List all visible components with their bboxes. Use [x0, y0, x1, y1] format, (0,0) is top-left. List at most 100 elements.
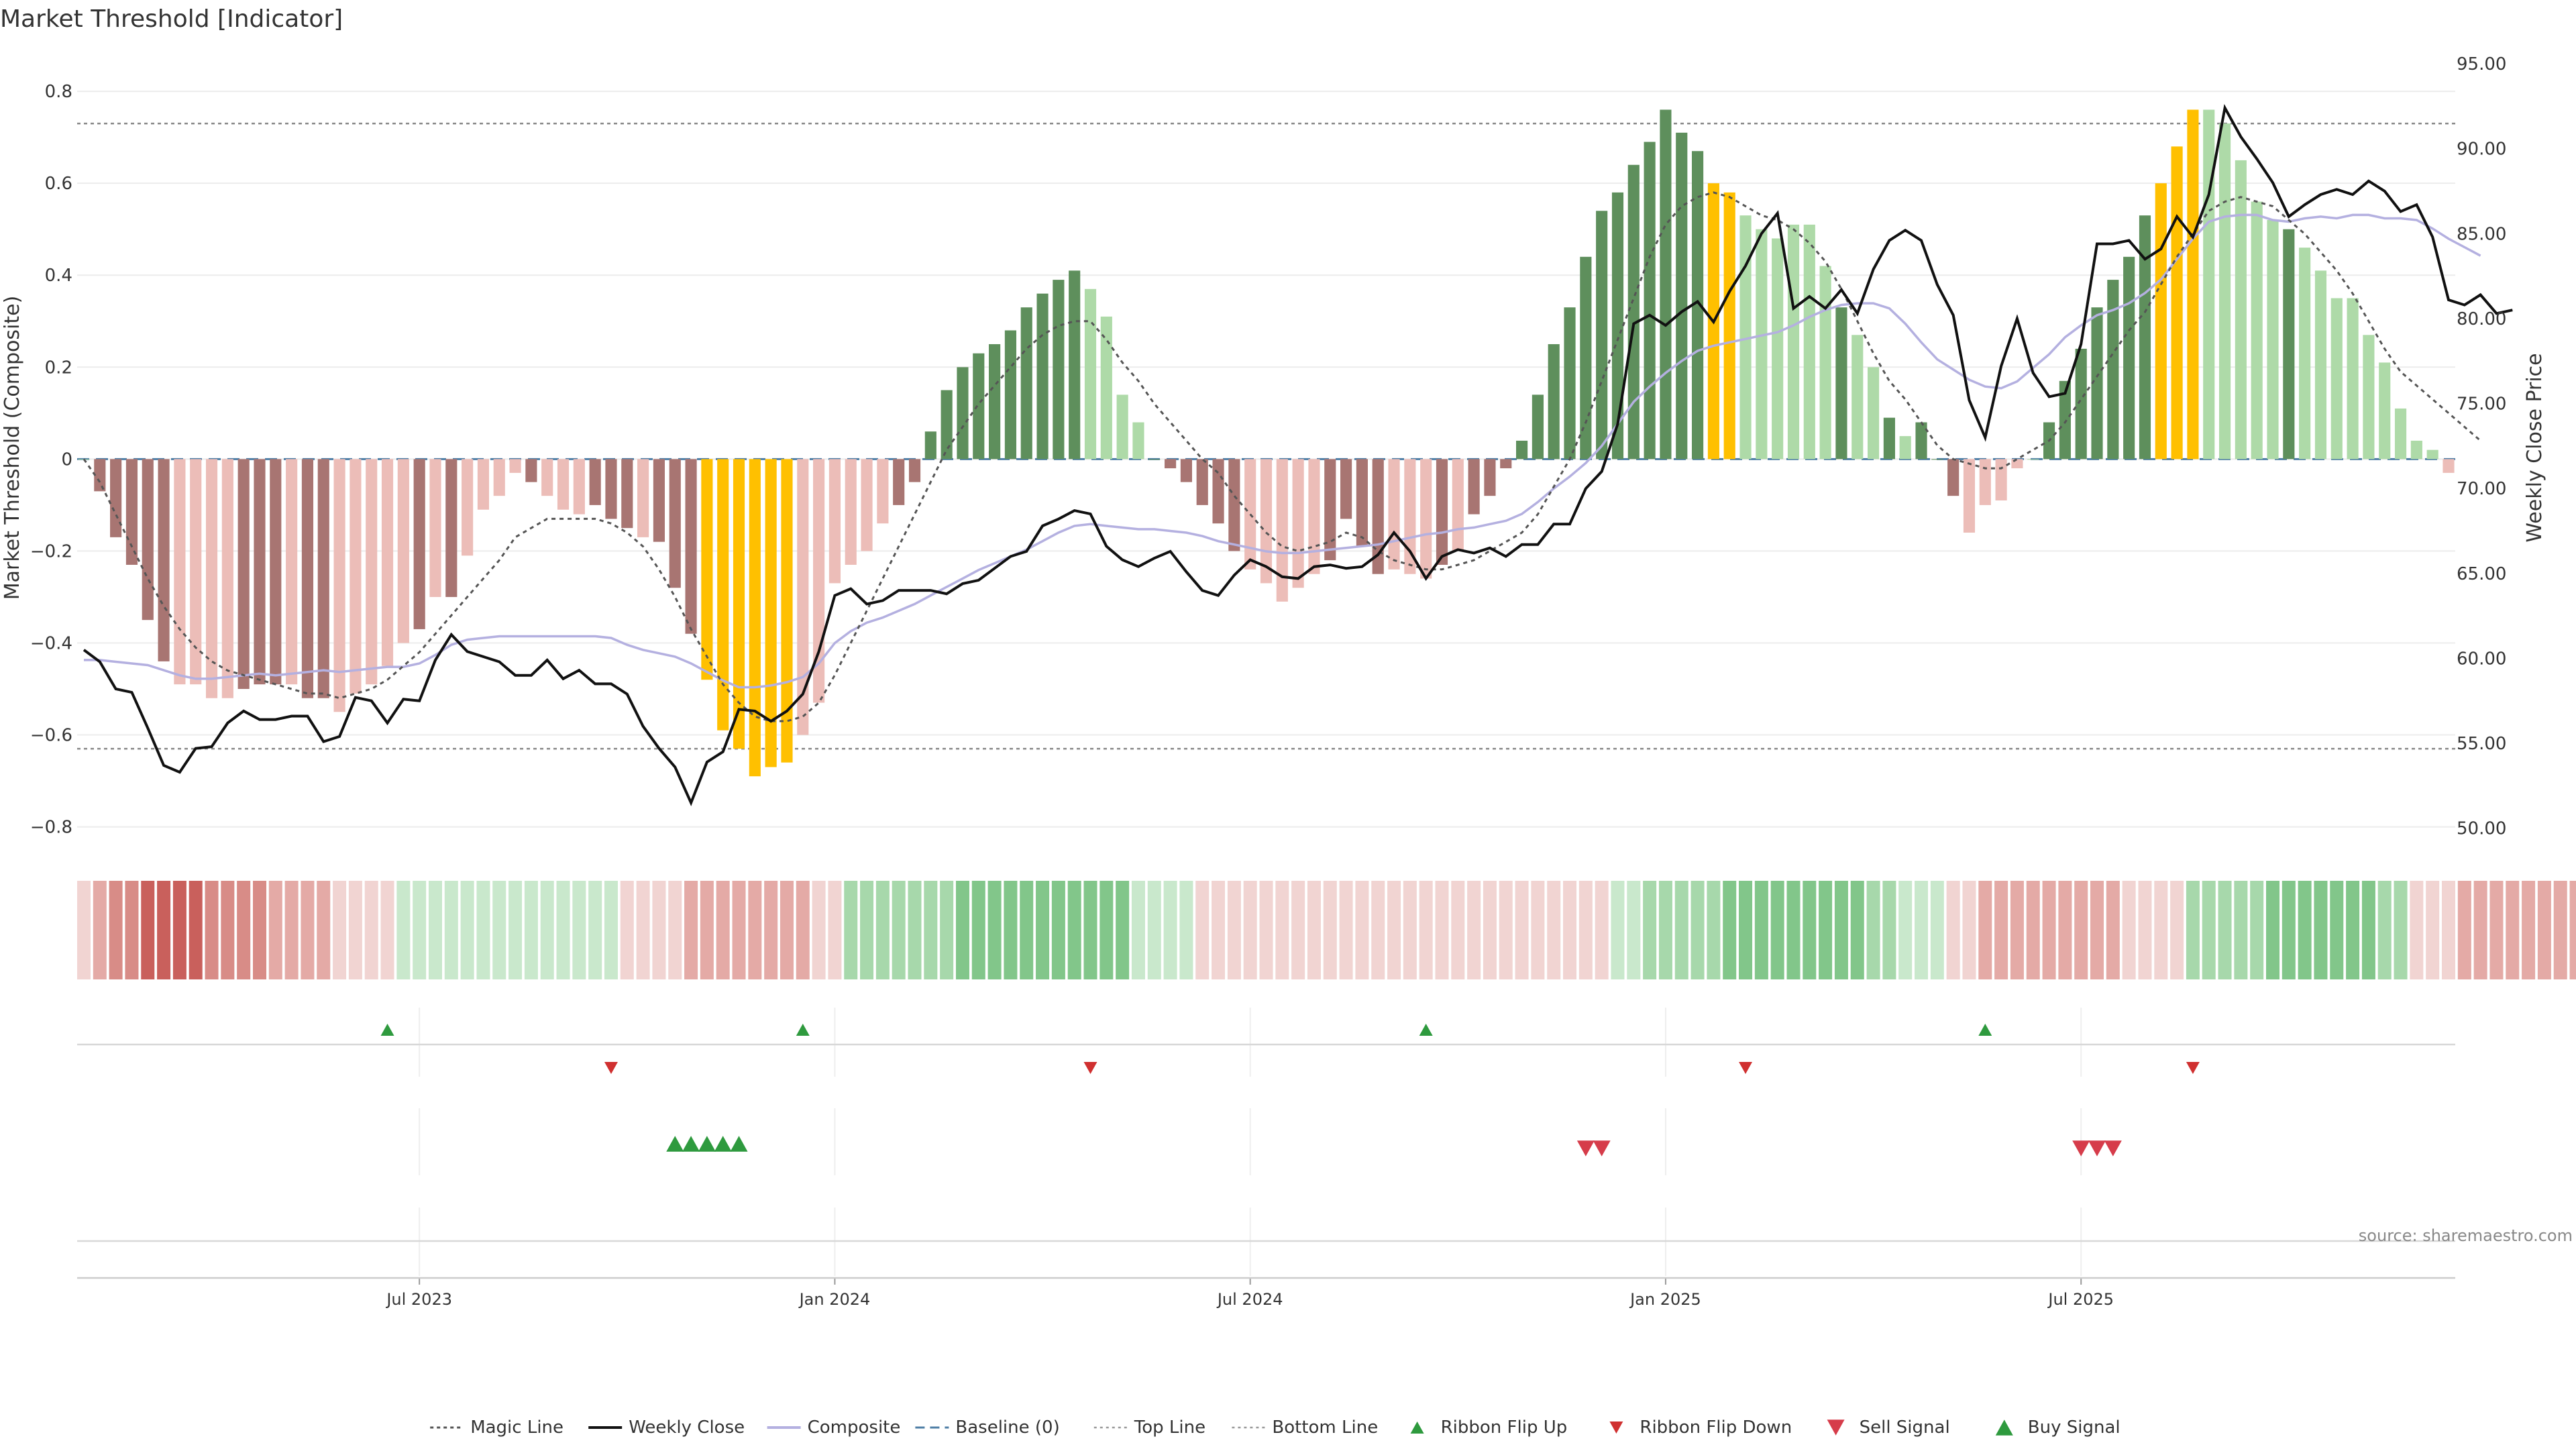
ribbon-flip-up-marker: [380, 1024, 394, 1036]
ribbon-cell: [572, 881, 586, 979]
composite-bar: [158, 459, 170, 661]
ribbon-flip-down-marker: [1083, 1062, 1097, 1074]
composite-bar: [381, 459, 394, 666]
legend-item: Bottom Line: [1232, 1417, 1378, 1438]
right-tick-label: 95.00: [2457, 54, 2506, 74]
composite-bar: [413, 459, 425, 629]
composite-bar: [1899, 436, 1911, 460]
sell-signal-marker: [1593, 1140, 1611, 1157]
sell-signal-marker: [2072, 1140, 2090, 1157]
ribbon-cell: [844, 881, 858, 979]
composite-bar: [1580, 256, 1592, 460]
ribbon-cell: [940, 881, 954, 979]
composite-bar: [2187, 109, 2199, 460]
composite-bar: [1660, 109, 1672, 460]
composite-bar: [1787, 224, 1800, 460]
ribbon-cell: [668, 881, 682, 979]
ribbon-cell: [700, 881, 714, 979]
ribbon-flip-down-marker: [1739, 1062, 1753, 1074]
ribbon-cell: [2202, 881, 2216, 979]
ribbon-cell: [2122, 881, 2136, 979]
ribbon-cell: [1578, 881, 1593, 979]
ribbon-cell: [141, 881, 155, 979]
weekly-close-line: [83, 103, 2513, 806]
ribbon-cell: [2314, 881, 2328, 979]
buy-signal-marker: [714, 1136, 732, 1152]
left-axis-label: Market Threshold (Composite): [1, 296, 24, 600]
x-tick-label: Jul 2025: [2047, 1290, 2114, 1309]
buy-signal-marker: [730, 1136, 748, 1152]
composite-bar: [1500, 459, 1512, 469]
ribbon-cell: [1850, 881, 1864, 979]
composite-bar: [190, 459, 202, 685]
x-tick-label: Jul 2023: [385, 1290, 452, 1309]
sell-signal-marker: [1576, 1140, 1595, 1157]
ribbon-cell: [1866, 881, 1880, 979]
composite-bar: [1020, 307, 1032, 460]
composite-bar: [637, 459, 649, 537]
ribbon-cell: [2361, 881, 2375, 979]
ribbon-cell: [1882, 881, 1896, 979]
legend-item: Weekly Close: [588, 1417, 745, 1438]
composite-bar: [525, 459, 537, 482]
ribbon-cell: [1595, 881, 1609, 979]
right-tick-label: 50.00: [2457, 819, 2506, 839]
ribbon-cell: [2170, 881, 2184, 979]
ribbon-cell: [1834, 881, 1848, 979]
composite-bar: [1084, 288, 1097, 460]
ribbon-cell: [2473, 881, 2487, 979]
axes: 0.8 0.6 0.4 0.2 0 −0.2 −0.4 −0.6 −0.8 95.00 90.00 8…: [1, 54, 2546, 1309]
left-tick-label: −0.2: [30, 541, 72, 561]
composite-bar: [653, 459, 665, 542]
ribbon-cell: [1227, 881, 1241, 979]
ribbon-cell: [1547, 881, 1561, 979]
composite-bar: [286, 459, 298, 685]
ribbon-cell: [1819, 881, 1833, 979]
ribbon-cell: [1163, 881, 1177, 979]
ribbon-cell: [1674, 881, 1688, 979]
composite-bar: [2251, 201, 2263, 460]
composite-bar: [2123, 256, 2135, 460]
composite-bar: [1036, 293, 1049, 460]
left-tick-label: −0.8: [30, 818, 72, 838]
ribbon-cell: [1083, 881, 1097, 979]
composite-bar: [509, 459, 521, 473]
composite-bar: [429, 459, 441, 597]
composite-bar: [765, 459, 777, 767]
ribbon-cell: [1275, 881, 1289, 979]
ribbon-cell: [971, 881, 985, 979]
ribbon-cell: [1563, 881, 1577, 979]
composite-bar: [333, 459, 345, 712]
composite-bar: [1676, 132, 1688, 460]
ribbon-cell: [828, 881, 842, 979]
composite-bar: [1228, 459, 1240, 551]
composite-bar: [924, 431, 936, 460]
ribbon-cell: [2394, 881, 2408, 979]
composite-bar: [828, 459, 841, 584]
ribbon-cell: [333, 881, 347, 979]
composite-bar: [1867, 367, 1880, 460]
composite-bar: [1180, 459, 1192, 482]
ribbon-cell: [2346, 881, 2360, 979]
ribbon-cell: [1690, 881, 1705, 979]
composite-bar: [1308, 459, 1320, 574]
x-tick-label: Jul 2024: [1216, 1290, 1283, 1309]
composite-bar: [2235, 160, 2247, 460]
ribbon-cell: [1515, 881, 1529, 979]
ribbon-cell: [2282, 881, 2296, 979]
ribbon-cell: [2138, 881, 2152, 979]
composite-bar: [94, 459, 106, 492]
legend-label: Baseline (0): [955, 1417, 1059, 1438]
composite-bar: [1165, 459, 1177, 469]
right-tick-label: 90.00: [2457, 140, 2506, 160]
composite-bar: [2091, 307, 2103, 460]
ribbon-cell: [1930, 881, 1944, 979]
composite-bar: [477, 459, 490, 510]
ribbon-cell: [860, 881, 874, 979]
ribbon-cell: [524, 881, 538, 979]
ribbon-cell: [1786, 881, 1801, 979]
composite-bar: [317, 459, 329, 698]
composite-bar: [893, 459, 905, 505]
ribbon-cell: [604, 881, 618, 979]
ribbon-cell: [1643, 881, 1657, 979]
